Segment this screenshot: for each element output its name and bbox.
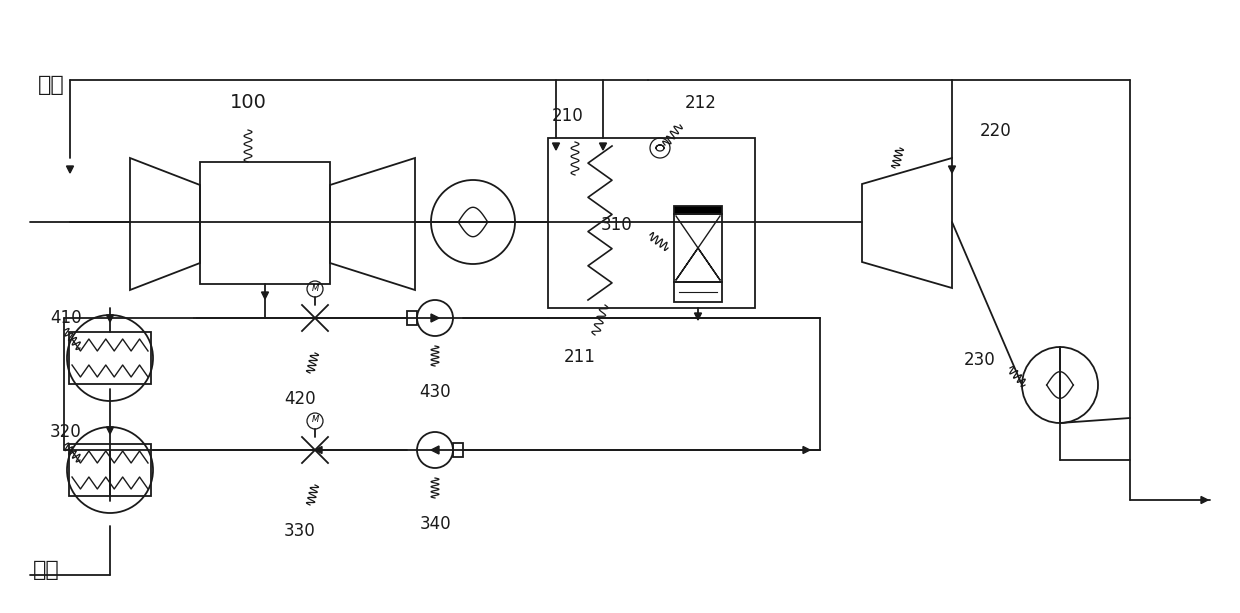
Text: 220: 220 [980, 122, 1012, 140]
Text: 410: 410 [50, 309, 82, 327]
Text: 430: 430 [419, 383, 451, 401]
Text: 230: 230 [963, 351, 994, 369]
Text: M: M [311, 283, 319, 292]
Text: 211: 211 [564, 348, 596, 366]
Bar [200, 162, 330, 284]
Bar [69, 444, 151, 496]
Text: 210: 210 [552, 107, 584, 125]
Text: 320: 320 [50, 423, 82, 441]
Polygon shape [694, 313, 702, 320]
Bar [548, 138, 755, 308]
Polygon shape [432, 314, 439, 322]
Bar [69, 332, 151, 384]
Polygon shape [262, 292, 269, 299]
Polygon shape [67, 166, 73, 173]
Text: 100: 100 [229, 93, 267, 112]
Text: 340: 340 [419, 515, 451, 533]
Bar [675, 214, 722, 282]
Text: 330: 330 [284, 522, 316, 540]
Polygon shape [949, 166, 956, 173]
Bar [453, 443, 463, 457]
Text: 燃料: 燃料 [33, 560, 60, 580]
Text: 212: 212 [684, 94, 717, 112]
Polygon shape [107, 427, 114, 434]
Polygon shape [599, 143, 606, 150]
Bar [407, 311, 417, 325]
Bar [675, 282, 722, 302]
Polygon shape [804, 446, 810, 454]
Text: M: M [311, 416, 319, 424]
Polygon shape [553, 143, 559, 150]
Polygon shape [315, 446, 322, 454]
Text: 420: 420 [284, 390, 316, 408]
Polygon shape [107, 315, 114, 322]
Text: 空气: 空气 [38, 75, 64, 95]
Bar [675, 206, 722, 214]
Text: 310: 310 [600, 216, 632, 234]
Polygon shape [432, 446, 439, 454]
Polygon shape [1202, 497, 1208, 503]
